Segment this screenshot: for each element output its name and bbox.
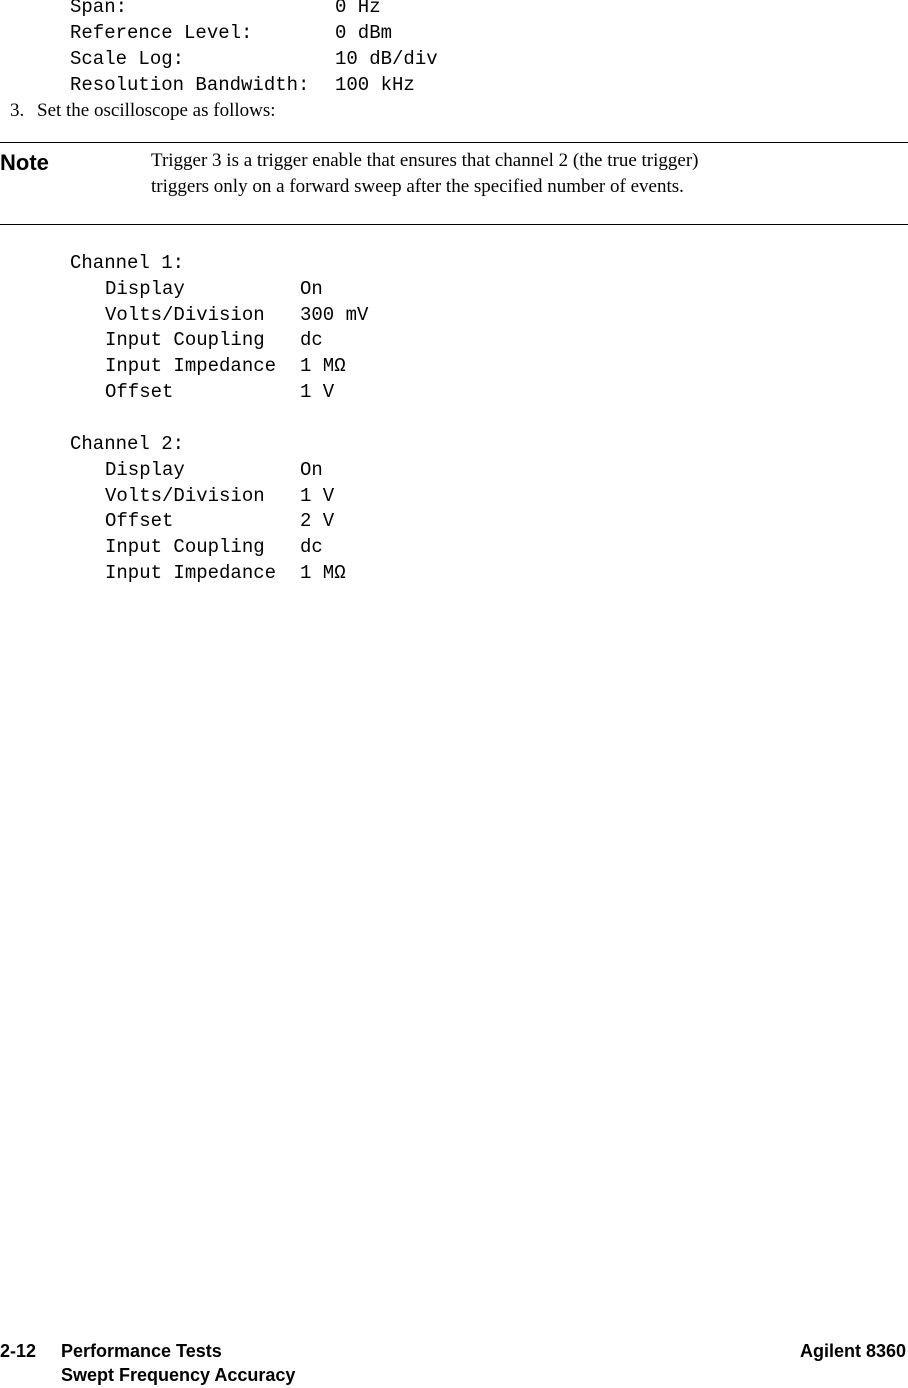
channel-setting-label: Volts/Division [105,303,265,326]
note-label: Note [0,150,49,175]
channel-title: Channel 2: [70,433,185,455]
channel-setting-label: Input Impedance [105,562,277,584]
channel-setting-label: Offset [105,381,174,403]
channel-setting-value: 1 MΩ [300,355,346,378]
setting-label: Resolution Bandwidth: [70,74,310,96]
channel-setting-value: dc [300,536,323,559]
setting-label: Reference Level: [70,22,253,44]
channel-setting-label: Input Impedance [105,355,277,378]
channel-setting-label: Offset [105,510,174,533]
channel-setting-label: Display [105,277,185,300]
page-number: 2-12 [0,1341,37,1361]
channel-setting-value: 1 V [300,484,335,507]
note-rule-bottom [0,224,908,225]
channel-setting-value: 1 V [300,381,335,403]
channel-setting-value: dc [300,329,323,352]
note-line: triggers only on a forward sweep after t… [151,176,684,197]
channel-setting-value: 300 mV [300,303,369,326]
channel-title: Channel 1: [70,252,185,274]
step-text: Set the oscilloscope as follows: [37,100,276,121]
note-line: Trigger 3 is a trigger enable that ensur… [151,150,699,171]
setting-value: 10 dB/div [335,48,438,70]
setting-label: Scale Log: [70,48,185,70]
setting-label: Span: [70,0,128,18]
channel-setting-value: On [300,277,323,300]
setting-value: 0 Hz [335,0,381,18]
setting-value: 100 kHz [335,74,415,96]
note-rule-top [0,142,908,143]
channel-setting-label: Volts/Division [105,484,265,507]
channel-setting-value: 2 V [300,510,335,533]
channel-setting-label: Input Coupling [105,536,265,559]
channel-setting-label: Input Coupling [105,329,265,352]
channel-setting-value: 1 MΩ [300,562,346,584]
channel-setting-label: Display [105,458,185,481]
footer-product: Agilent 8360 [799,1341,906,1361]
setting-value: 0 dBm [335,22,393,44]
step-number: 3. [10,100,25,121]
footer-subsection: Swept Frequency Accuracy [61,1365,296,1385]
channel-setting-value: On [300,458,323,481]
footer-section: Performance Tests [61,1341,222,1361]
